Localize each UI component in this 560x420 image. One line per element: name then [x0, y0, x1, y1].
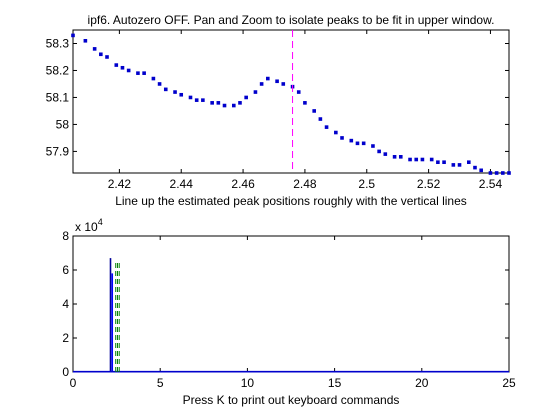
- upper-data-point: [442, 160, 446, 165]
- upper-data-point: [457, 163, 462, 167]
- lower-ticks: 0 5 10 15 20 25 0 2 4 6 8: [62, 229, 516, 390]
- upper-xtick-label: 2.48: [293, 177, 317, 191]
- upper-xtick-label: 2.54: [479, 177, 503, 191]
- upper-data-point: [216, 101, 221, 105]
- upper-ytick-label: 58.1: [46, 90, 70, 104]
- lower-ytick-label: 8: [62, 229, 69, 243]
- upper-data-point: [194, 98, 199, 102]
- upper-data-point: [377, 149, 381, 154]
- upper-data-point: [136, 71, 140, 75]
- upper-axes-frame: [72, 29, 510, 174]
- upper-xtick-label: 2.52: [417, 177, 441, 191]
- upper-data-point: [188, 95, 193, 100]
- upper-data-point: [210, 101, 214, 105]
- upper-data-point: [281, 82, 286, 86]
- upper-xtick-label: 2.42: [108, 177, 132, 191]
- upper-xlabel: Line up the estimated peak positions rou…: [115, 194, 467, 208]
- upper-data-point: [126, 68, 131, 73]
- upper-data-point: [201, 98, 205, 102]
- upper-xtick-label: 2.46: [231, 177, 255, 191]
- lower-exponent-power: 4: [98, 217, 103, 227]
- upper-data-point: [324, 125, 329, 129]
- upper-plot[interactable]: 2.42 2.44 2.46 2.48 2.5 2.52 2.54 57.9 58 58.1 58.…: [46, 29, 511, 191]
- lower-ytick-label: 0: [62, 365, 69, 379]
- upper-data-point: [222, 103, 227, 108]
- upper-data-point: [266, 76, 270, 81]
- lower-xtick-label: 0: [70, 376, 77, 390]
- upper-data-point: [173, 90, 177, 94]
- upper-data-point: [253, 90, 258, 94]
- lower-ytick-label: 2: [62, 331, 69, 345]
- lower-data-lines: [73, 258, 509, 373]
- lower-xtick-label: 25: [502, 376, 516, 390]
- upper-data-point: [120, 65, 125, 70]
- lower-exponent-label: x 104: [75, 217, 103, 234]
- upper-ticks: 2.42 2.44 2.46 2.48 2.5 2.52 2.54 57.9 58 58.1 58.…: [46, 30, 509, 191]
- upper-data-point: [318, 117, 323, 121]
- upper-ytick-label: 57.9: [46, 144, 70, 158]
- upper-data-point: [340, 136, 344, 140]
- upper-data-point: [83, 38, 88, 43]
- upper-data-point: [99, 52, 103, 57]
- upper-data-point: [414, 157, 419, 162]
- upper-data-point: [398, 155, 403, 159]
- lower-xtick-label: 15: [328, 376, 342, 390]
- lower-xtick-label: 10: [241, 376, 255, 390]
- upper-data-point: [238, 101, 242, 105]
- upper-data-point: [312, 109, 316, 113]
- upper-ytick-label: 58.3: [46, 36, 70, 50]
- upper-data-point: [488, 171, 493, 175]
- upper-data-point: [151, 76, 156, 81]
- upper-data-point: [114, 63, 119, 67]
- upper-data-point: [355, 141, 360, 146]
- upper-xtick-label: 2.44: [170, 177, 194, 191]
- upper-data-point: [303, 101, 307, 105]
- upper-data-point: [473, 165, 477, 170]
- upper-data-point: [501, 171, 505, 175]
- upper-data-point: [420, 157, 425, 162]
- upper-data-point: [371, 144, 375, 148]
- upper-data-point: [451, 163, 456, 167]
- upper-data-point: [163, 87, 168, 92]
- upper-data-point: [259, 82, 264, 86]
- upper-data-point: [361, 141, 366, 146]
- upper-data-point: [408, 157, 412, 162]
- lower-xtick-label: 5: [157, 376, 164, 390]
- upper-data-point: [157, 82, 162, 86]
- upper-data-point: [275, 79, 279, 84]
- upper-data-point: [71, 33, 75, 38]
- lower-exponent-base: x 10: [75, 220, 98, 234]
- upper-data-point: [244, 95, 248, 100]
- upper-data-point: [231, 103, 236, 108]
- lower-ytick-label: 4: [62, 297, 69, 311]
- upper-data-point: [105, 55, 109, 59]
- upper-ytick-label: 58: [56, 117, 70, 131]
- lower-xlabel: Press K to print out keyboard commands: [183, 393, 400, 407]
- upper-data-point: [334, 130, 338, 135]
- upper-xtick-label: 2.5: [358, 177, 375, 191]
- lower-xtick-label: 20: [415, 376, 429, 390]
- upper-title: ipf6. Autozero OFF. Pan and Zoom to isol…: [88, 13, 495, 27]
- upper-data-point: [392, 155, 397, 159]
- upper-data-point: [429, 157, 434, 162]
- upper-data-point: [494, 171, 499, 175]
- lower-ytick-label: 6: [62, 263, 69, 277]
- upper-data-point: [142, 71, 146, 75]
- upper-data-point: [349, 138, 354, 143]
- upper-data-point: [383, 152, 388, 156]
- upper-data-point: [436, 160, 440, 165]
- lower-axes-frame: [72, 235, 510, 373]
- upper-data-point: [179, 92, 184, 97]
- upper-data-point: [467, 160, 471, 165]
- lower-plot[interactable]: 0 5 10 15 20 25 0 2 4 6 8: [62, 229, 516, 390]
- upper-ytick-label: 58.2: [46, 63, 70, 77]
- upper-data-point: [479, 168, 483, 173]
- upper-data-markers: [71, 33, 511, 175]
- lower-vertical-lines: [115, 261, 120, 372]
- upper-data-point: [92, 47, 97, 51]
- upper-data-point: [296, 90, 301, 94]
- upper-data-point: [507, 171, 511, 175]
